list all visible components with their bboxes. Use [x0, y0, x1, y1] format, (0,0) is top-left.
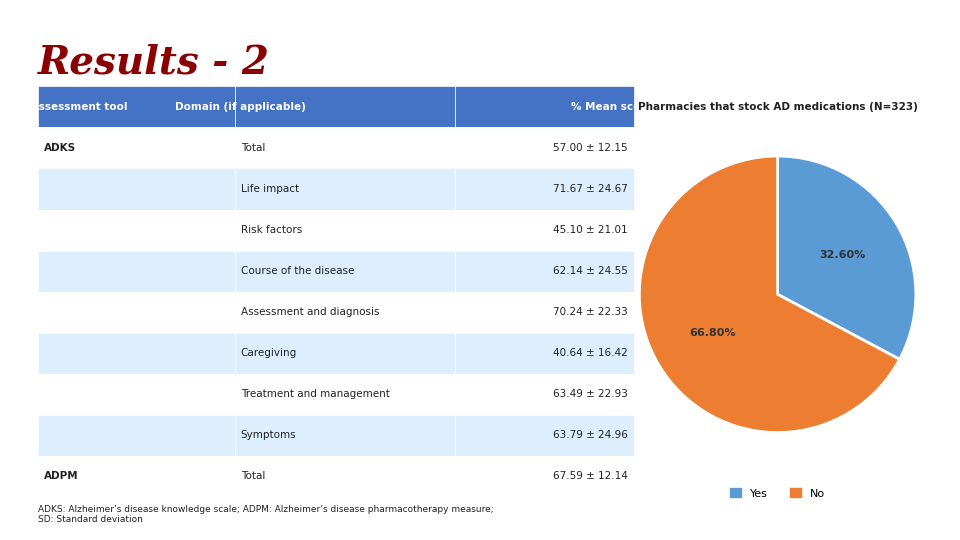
FancyBboxPatch shape	[235, 415, 455, 456]
FancyBboxPatch shape	[455, 127, 634, 168]
FancyBboxPatch shape	[235, 333, 455, 374]
Title: Pharmacies that stock AD medications (N=323): Pharmacies that stock AD medications (N=…	[637, 103, 918, 112]
Legend: Yes, No: Yes, No	[726, 484, 829, 503]
Text: 32.60%: 32.60%	[820, 250, 866, 260]
FancyBboxPatch shape	[38, 374, 235, 415]
FancyBboxPatch shape	[235, 210, 455, 251]
Text: 63.49 ± 22.93: 63.49 ± 22.93	[553, 389, 628, 399]
Text: % Mean score ± SD: % Mean score ± SD	[571, 102, 684, 112]
FancyBboxPatch shape	[235, 456, 455, 497]
FancyBboxPatch shape	[455, 210, 634, 251]
Text: 40.64 ± 16.42: 40.64 ± 16.42	[553, 348, 628, 358]
FancyBboxPatch shape	[38, 333, 235, 374]
FancyBboxPatch shape	[38, 251, 235, 292]
Text: 62.14 ± 24.55: 62.14 ± 24.55	[553, 266, 628, 276]
Text: 57.00 ± 12.15: 57.00 ± 12.15	[553, 143, 628, 153]
FancyBboxPatch shape	[38, 86, 235, 127]
Text: ADKS: ADKS	[44, 143, 77, 153]
FancyBboxPatch shape	[38, 292, 235, 333]
Text: Symptoms: Symptoms	[241, 430, 297, 440]
Text: Domain (if applicable): Domain (if applicable)	[176, 102, 306, 112]
Text: 67.59 ± 12.14: 67.59 ± 12.14	[553, 471, 628, 481]
FancyBboxPatch shape	[235, 127, 455, 168]
Wedge shape	[778, 156, 916, 359]
FancyBboxPatch shape	[455, 374, 634, 415]
FancyBboxPatch shape	[455, 86, 634, 127]
Text: 70.24 ± 22.33: 70.24 ± 22.33	[553, 307, 628, 317]
Text: Caregiving: Caregiving	[241, 348, 297, 358]
FancyBboxPatch shape	[235, 251, 455, 292]
FancyBboxPatch shape	[38, 415, 235, 456]
FancyBboxPatch shape	[235, 292, 455, 333]
FancyBboxPatch shape	[235, 168, 455, 210]
Text: Course of the disease: Course of the disease	[241, 266, 354, 276]
Text: Treatment and management: Treatment and management	[241, 389, 390, 399]
Text: Total: Total	[241, 471, 265, 481]
Text: Life impact: Life impact	[241, 184, 299, 194]
Text: 63.79 ± 24.96: 63.79 ± 24.96	[553, 430, 628, 440]
Wedge shape	[639, 156, 900, 433]
FancyBboxPatch shape	[455, 251, 634, 292]
FancyBboxPatch shape	[38, 456, 235, 497]
FancyBboxPatch shape	[455, 333, 634, 374]
Text: 45.10 ± 21.01: 45.10 ± 21.01	[553, 225, 628, 235]
FancyBboxPatch shape	[38, 127, 235, 168]
FancyBboxPatch shape	[235, 86, 455, 127]
FancyBboxPatch shape	[235, 374, 455, 415]
Text: 71.67 ± 24.67: 71.67 ± 24.67	[553, 184, 628, 194]
FancyBboxPatch shape	[455, 168, 634, 210]
Text: Total: Total	[241, 143, 265, 153]
Text: Assessment and diagnosis: Assessment and diagnosis	[241, 307, 379, 317]
Text: Results - 2: Results - 2	[38, 43, 271, 81]
FancyBboxPatch shape	[455, 456, 634, 497]
Text: 66.80%: 66.80%	[689, 328, 735, 339]
FancyBboxPatch shape	[38, 210, 235, 251]
FancyBboxPatch shape	[455, 292, 634, 333]
FancyBboxPatch shape	[455, 415, 634, 456]
Text: Risk factors: Risk factors	[241, 225, 302, 235]
FancyBboxPatch shape	[38, 168, 235, 210]
Text: ADKS: Alzheimer’s disease knowledge scale; ADPM: Alzheimer’s disease pharmacothe: ADKS: Alzheimer’s disease knowledge scal…	[38, 505, 494, 524]
Text: ADPM: ADPM	[44, 471, 79, 481]
Text: Knowledge Assessment tool: Knowledge Assessment tool	[0, 102, 127, 112]
